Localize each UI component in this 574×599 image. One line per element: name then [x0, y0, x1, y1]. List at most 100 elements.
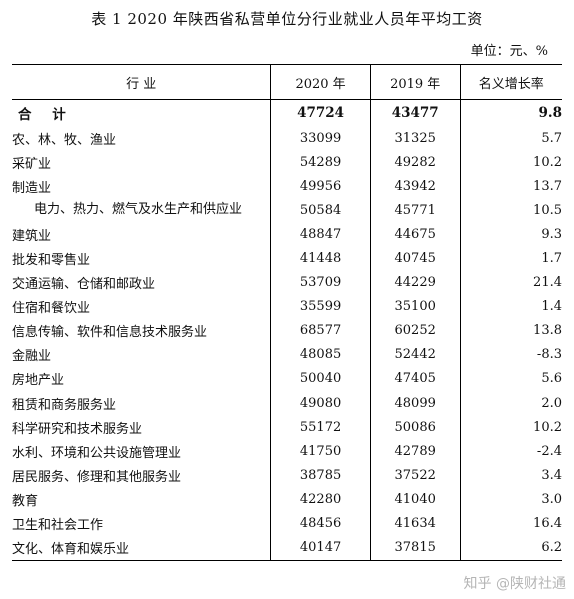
- value-2020: 48847: [270, 222, 371, 247]
- growth-rate: 9.8: [459, 99, 562, 126]
- industry-name: 电力、热力、燃气及水生产和供应业: [12, 198, 271, 222]
- table-row: 信息传输、软件和信息技术服务业 68577 60252 13.8: [12, 318, 562, 343]
- growth-rate: 9.3: [459, 222, 562, 247]
- total-row: 合 计 47724 43477 9.8: [12, 99, 562, 126]
- growth-rate: 5.6: [459, 366, 562, 392]
- growth-rate: 10.2: [459, 150, 562, 175]
- value-2020: 55172: [270, 415, 371, 440]
- industry-name: 建筑业: [12, 228, 52, 244]
- growth-rate: 21.4: [459, 270, 562, 295]
- growth-rate: 3.0: [459, 487, 562, 512]
- value-2019: 31325: [369, 126, 461, 151]
- industry-name: 房地产业: [12, 373, 65, 389]
- header-2020: 2020 年: [270, 64, 371, 100]
- growth-rate: 1.7: [459, 246, 562, 271]
- table-row: 教育 42280 41040 3.0: [12, 487, 562, 512]
- value-2020: 49080: [270, 391, 371, 416]
- value-2019: 41040: [369, 487, 461, 512]
- industry-name: 交通运输、仓储和邮政业: [12, 277, 156, 293]
- growth-rate: 6.2: [459, 535, 562, 561]
- industry-name: 水利、环境和公共设施管理业: [12, 445, 182, 461]
- watermark: 知乎 @陕财社通: [463, 576, 566, 592]
- value-2019: 49282: [369, 150, 461, 175]
- industry-name: 卫生和社会工作: [12, 518, 104, 534]
- growth-rate: -8.3: [459, 342, 562, 367]
- table-row: 科学研究和技术服务业 55172 50086 10.2: [12, 415, 562, 440]
- industry-name: 租赁和商务服务业: [12, 397, 117, 413]
- value-2019: 41634: [369, 511, 461, 536]
- header-growth-rate: 名义增长率: [459, 64, 562, 100]
- value-2020: 48085: [270, 342, 371, 367]
- table-title: 表 1 2020 年陕西省私营单位分行业就业人员年平均工资: [91, 10, 483, 28]
- industry-name-text: 电力、热力、燃气及水生产和供应业: [34, 202, 243, 218]
- value-2020: 38785: [270, 463, 371, 488]
- value-2020: 48456: [270, 511, 371, 536]
- value-2020: 49956: [270, 174, 371, 199]
- unit-label: 单位：元、%: [470, 44, 548, 59]
- table-row: 批发和零售业 41448 40745 1.7: [12, 246, 562, 271]
- value-2020: 53709: [270, 270, 371, 295]
- value-2019: 45771: [369, 198, 461, 223]
- value-2019: 47405: [369, 366, 461, 392]
- growth-rate: 3.4: [459, 463, 562, 488]
- value-2019: 52442: [369, 342, 461, 367]
- industry-name: 住宿和餐饮业: [12, 301, 91, 317]
- table-header-row: 行 业 2020 年 2019 年 名义增长率: [12, 64, 562, 100]
- table-row: 文化、体育和娱乐业 40147 37815 6.2: [12, 535, 562, 561]
- table-row: 建筑业 48847 44675 9.3: [12, 222, 562, 247]
- industry-name: 居民服务、修理和其他服务业: [12, 469, 182, 485]
- header-2019: 2019 年: [369, 64, 461, 100]
- industry-name: 科学研究和技术服务业: [12, 421, 143, 437]
- value-2019: 48099: [369, 391, 461, 416]
- wage-table: 行 业 2020 年 2019 年 名义增长率 合 计 47724 43477 9.8…: [12, 64, 562, 561]
- value-2019: 37522: [369, 463, 461, 488]
- value-2019: 50086: [369, 415, 461, 440]
- table-row: 水利、环境和公共设施管理业 41750 42789 -2.4: [12, 439, 562, 464]
- table-row: 制造业 49956 43942 13.7: [12, 174, 562, 199]
- value-2020: 41448: [270, 246, 371, 271]
- industry-name: 信息传输、软件和信息技术服务业: [12, 325, 208, 341]
- industry-name: 教育: [12, 493, 39, 509]
- value-2020: 54289: [270, 150, 371, 175]
- table-row: 电力、热力、燃气及水生产和供应业 50584 45771 10.5: [12, 198, 562, 223]
- value-2020: 68577: [270, 318, 371, 343]
- value-2020: 33099: [270, 126, 371, 151]
- table-row: 交通运输、仓储和邮政业 53709 44229 21.4: [12, 270, 562, 295]
- industry-name: 金融业: [12, 349, 52, 365]
- value-2020: 50584: [270, 198, 371, 223]
- industry-name: 批发和零售业: [12, 253, 91, 269]
- value-2020: 41750: [270, 439, 371, 464]
- growth-rate: 10.5: [459, 198, 562, 223]
- industry-name: 采矿业: [12, 156, 52, 172]
- industry-name: 合 计: [18, 107, 74, 123]
- header-industry: 行 业: [12, 64, 271, 100]
- table-row: 房地产业 50040 47405 5.6: [12, 366, 562, 392]
- growth-rate: 10.2: [459, 415, 562, 440]
- value-2019: 35100: [369, 294, 461, 319]
- value-2020: 42280: [270, 487, 371, 512]
- growth-rate: 13.7: [459, 174, 562, 199]
- table-row: 住宿和餐饮业 35599 35100 1.4: [12, 294, 562, 319]
- growth-rate: 13.8: [459, 318, 562, 343]
- growth-rate: 1.4: [459, 294, 562, 319]
- industry-name: 文化、体育和娱乐业: [12, 535, 271, 561]
- value-2019: 60252: [369, 318, 461, 343]
- value-2019: 44229: [369, 270, 461, 295]
- value-2020: 50040: [270, 366, 371, 392]
- growth-rate: 5.7: [459, 126, 562, 151]
- value-2020: 47724: [270, 99, 371, 126]
- growth-rate: 2.0: [459, 391, 562, 416]
- value-2019: 37815: [369, 535, 461, 561]
- industry-name: 农、林、牧、渔业: [12, 132, 117, 148]
- table-row: 卫生和社会工作 48456 41634 16.4: [12, 511, 562, 536]
- industry-name: 制造业: [12, 180, 52, 196]
- table-row: 居民服务、修理和其他服务业 38785 37522 3.4: [12, 463, 562, 488]
- value-2019: 43942: [369, 174, 461, 199]
- value-2019: 40745: [369, 246, 461, 271]
- growth-rate: -2.4: [459, 439, 562, 464]
- value-2019: 43477: [369, 99, 461, 126]
- table-row: 租赁和商务服务业 49080 48099 2.0: [12, 391, 562, 416]
- value-2019: 42789: [369, 439, 461, 464]
- value-2020: 35599: [270, 294, 371, 319]
- table-row: 农、林、牧、渔业 33099 31325 5.7: [12, 126, 562, 151]
